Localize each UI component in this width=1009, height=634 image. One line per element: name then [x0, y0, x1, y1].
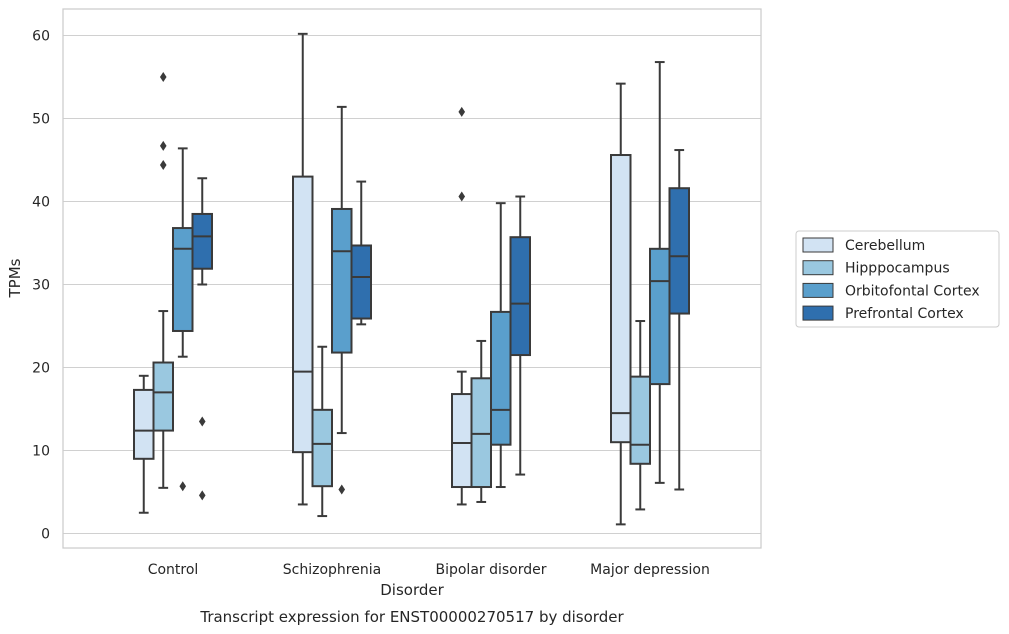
outlier-point [159, 72, 167, 82]
series-group [133, 32, 632, 526]
legend-swatch [802, 305, 834, 321]
y-tick-label: 40 [32, 195, 50, 211]
box [649, 61, 671, 484]
box [509, 195, 531, 476]
box-rect [610, 154, 632, 444]
box [152, 72, 174, 489]
box-rect [470, 377, 492, 489]
outlier-point [198, 490, 206, 501]
chart-caption: Transcript expression for ENST0000027051… [199, 608, 624, 626]
legend-label: Prefrontal Cortex [845, 306, 964, 322]
box [311, 345, 333, 518]
box [350, 180, 372, 326]
outlier-point [179, 481, 187, 492]
y-tick-label: 30 [32, 278, 50, 294]
y-tick-label: 60 [32, 29, 50, 45]
y-tick-label: 20 [32, 361, 50, 377]
y-tick-label: 50 [32, 112, 50, 128]
box [668, 149, 690, 491]
box-rect [509, 236, 531, 357]
box-rect [649, 247, 671, 386]
box-rect [331, 207, 353, 354]
outlier-point [338, 484, 346, 495]
box [629, 320, 651, 511]
legend-label: Orbitofontal Cortex [845, 283, 980, 299]
box-rect [490, 310, 512, 446]
x-tick-label: Schizophrenia [283, 562, 381, 578]
legend: Cerebellum Hipppocampus Orbitofontal Corte… [795, 230, 1000, 328]
outlier-point [458, 191, 466, 202]
box [133, 374, 155, 514]
box-rect [292, 175, 314, 454]
legend-label: Hipppocampus [845, 261, 950, 277]
series-group [191, 149, 690, 501]
x-tick-label: Control [148, 562, 199, 578]
box-rect [350, 244, 372, 320]
legend-swatch [802, 260, 834, 276]
y-axis-title: TPMs [6, 258, 24, 298]
box-series [133, 32, 690, 526]
outlier-point [159, 159, 167, 170]
legend-frame [795, 230, 1000, 328]
outlier-point [198, 416, 206, 427]
box-rect [152, 361, 174, 432]
box-rect [451, 393, 473, 489]
y-tick-label: 0 [41, 527, 50, 543]
outlier-point [458, 106, 466, 117]
box-rect [191, 212, 213, 270]
x-tick-label: Major depression [590, 562, 710, 578]
x-axis-title: Disorder [380, 581, 444, 599]
x-tick-labels: Control Schizophrenia Bipolar disorder Majo… [148, 562, 710, 578]
y-tick-label: 10 [32, 444, 50, 460]
box [610, 82, 632, 526]
box-rect [668, 187, 690, 315]
legend-swatch [802, 237, 834, 253]
box [490, 202, 512, 489]
series-group [172, 61, 671, 495]
legend-swatch [802, 282, 834, 298]
box-rect [172, 227, 194, 332]
outlier-point [159, 140, 167, 151]
box-rect [629, 375, 651, 465]
box [191, 177, 213, 501]
series-group [152, 72, 651, 518]
y-tick-labels: 0 10 20 30 40 50 60 [32, 29, 50, 543]
plot-frame [62, 8, 762, 549]
x-tick-label: Bipolar disorder [435, 562, 546, 578]
box [172, 147, 194, 492]
box-rect [133, 388, 155, 460]
box [292, 32, 314, 506]
box-rect [311, 408, 333, 488]
legend-label: Cerebellum [845, 238, 925, 254]
